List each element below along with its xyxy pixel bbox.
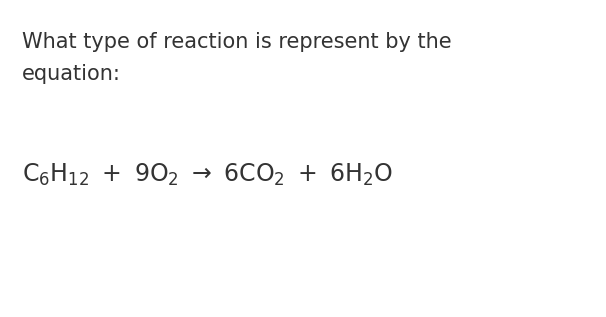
Text: What type of reaction is represent by the: What type of reaction is represent by th… <box>22 32 451 52</box>
Text: $\mathrm{C_6H_{12}\ +\ 9O_2\ \rightarrow\ 6CO_2\ +\ 6H_2O}$: $\mathrm{C_6H_{12}\ +\ 9O_2\ \rightarrow… <box>22 162 393 188</box>
Text: equation:: equation: <box>22 64 121 84</box>
